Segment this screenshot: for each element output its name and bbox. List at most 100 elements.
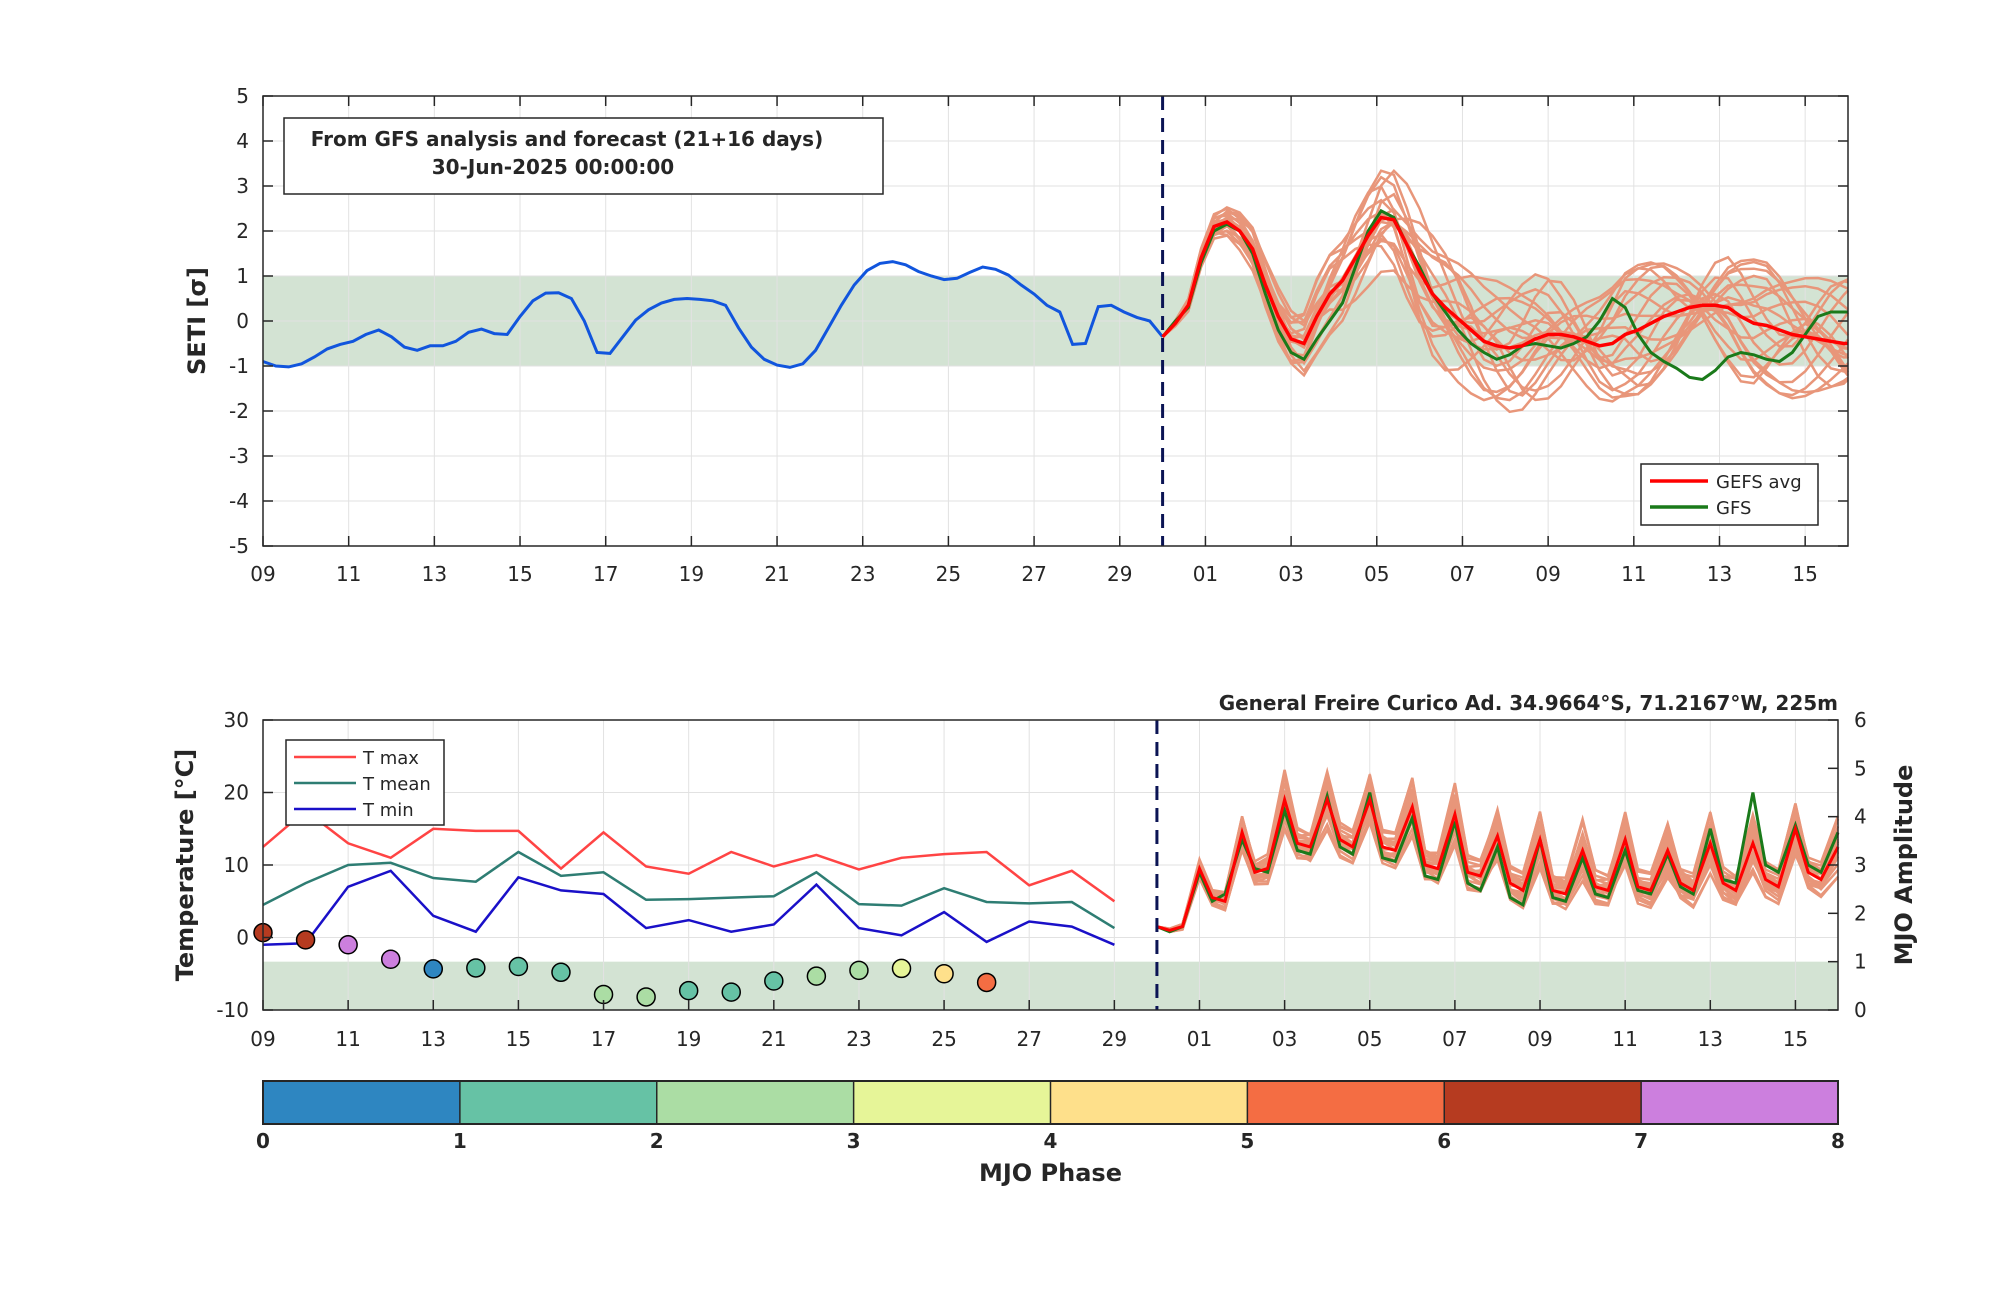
mjo-point — [466, 958, 486, 978]
mjo-amplitude-ticks: 6 5 4 3 2 1 0 — [1828, 708, 1867, 1022]
x-tick-label: 13 — [1698, 1027, 1723, 1051]
colorbar-cells — [263, 1081, 1839, 1124]
mjo-point — [551, 962, 571, 983]
forecast-gefs-avg-line — [1156, 794, 1840, 932]
colorbar-tick-label: 1 — [453, 1129, 467, 1153]
colorbar-cell — [1050, 1081, 1248, 1124]
x-tick-label: 05 — [1364, 562, 1389, 586]
x-tick-label: 13 — [1707, 562, 1732, 586]
x-tick-label: 09 — [1535, 562, 1560, 586]
x-tick-label: 25 — [936, 562, 961, 586]
gefs-member-line — [1161, 184, 1849, 402]
legend-tmin-label: T min — [362, 800, 414, 821]
colorbar-cell — [1444, 1081, 1642, 1124]
mjo-point — [976, 972, 997, 993]
x-tick-label: 15 — [507, 562, 532, 586]
gfs-line — [1161, 208, 1848, 382]
colorbar-cell — [853, 1081, 1051, 1124]
gefs-avg-line — [1161, 215, 1848, 350]
x-tick-label: 07 — [1450, 562, 1475, 586]
colorbar-tick-label: 3 — [847, 1129, 861, 1153]
x-tick-label: 09 — [1527, 1027, 1552, 1051]
x-tick-label: 09 — [250, 562, 275, 586]
y-tick-label: -4 — [229, 489, 249, 513]
temperature-y-ticks: 30 20 10 0 -10 — [216, 708, 273, 1022]
y-tick-label: 30 — [224, 708, 249, 732]
mjo-point — [380, 949, 401, 969]
mjo-points — [253, 922, 997, 1007]
legend-tmax-label: T max — [362, 748, 419, 769]
colorbar-tick-label: 8 — [1831, 1129, 1845, 1153]
colorbar-tick-label: 7 — [1634, 1129, 1648, 1153]
tmax-line — [262, 808, 1116, 903]
mjo-point — [849, 960, 869, 981]
info-box: From GFS analysis and forecast (21+16 da… — [283, 117, 884, 195]
y-tick-label: 2 — [236, 219, 249, 243]
legend-gefs-avg-label: GEFS avg — [1716, 472, 1802, 493]
y-tick-label: 0 — [236, 926, 249, 950]
seti-y-ticks: 5 4 3 2 1 0 -1 -2 -3 -4 -5 — [229, 84, 1848, 558]
y-tick-label: 0 — [236, 309, 249, 333]
mjo-point — [764, 971, 784, 991]
legend-gfs-label: GFS — [1716, 498, 1751, 519]
analysis-line — [262, 260, 1164, 369]
x-tick-label: 27 — [1016, 1027, 1041, 1051]
forecast-member-line — [1156, 782, 1840, 934]
mjo-point — [423, 959, 444, 979]
gefs-member-line — [1161, 221, 1850, 374]
x-tick-label: 03 — [1272, 1027, 1297, 1051]
mjo-point — [721, 982, 741, 1002]
x-tick-label: 01 — [1193, 562, 1218, 586]
x-tick-label: 19 — [676, 1027, 701, 1051]
colorbar-tick-label: 0 — [256, 1129, 270, 1153]
x-tick-label: 23 — [850, 562, 875, 586]
mjo-point — [678, 980, 699, 1001]
gefs-member-line — [1161, 216, 1849, 414]
mjo-weak-band — [263, 961, 1838, 1010]
x-tick-label: 11 — [1621, 562, 1646, 586]
x-tick-label: 29 — [1107, 562, 1132, 586]
y2-tick-label: 6 — [1854, 708, 1867, 732]
station-title: General Freire Curico Ad. 34.9664°S, 71.… — [1219, 691, 1838, 715]
y-tick-label: -10 — [216, 998, 249, 1022]
x-tick-label: 27 — [1021, 562, 1046, 586]
colorbar-ticks: 0 1 2 3 4 5 6 7 8 — [256, 1081, 1845, 1153]
temperature-y-axis-label: Temperature [°C] — [171, 749, 199, 982]
colorbar-tick-label: 5 — [1240, 1129, 1254, 1153]
x-tick-label: 29 — [1102, 1027, 1127, 1051]
colorbar-tick-label: 2 — [650, 1129, 664, 1153]
x-tick-label: 19 — [679, 562, 704, 586]
mjo-point — [891, 958, 912, 979]
tmin-line — [262, 869, 1115, 947]
x-tick-label: 13 — [421, 1027, 446, 1051]
mjo-point — [806, 966, 827, 986]
y-tick-label: 10 — [224, 853, 249, 877]
colorbar-tick-label: 6 — [1437, 1129, 1451, 1153]
x-tick-label: 17 — [591, 1027, 616, 1051]
x-tick-label: 05 — [1357, 1027, 1382, 1051]
mjo-amplitude-axis-label: MJO Amplitude — [1890, 765, 1918, 966]
colorbar-cell — [1641, 1081, 1839, 1124]
temperature-legend: T max T mean T min — [285, 739, 445, 826]
gefs-member-line — [1161, 192, 1849, 379]
x-tick-label: 11 — [336, 562, 361, 586]
x-tick-label: 03 — [1278, 562, 1303, 586]
x-tick-label: 15 — [1792, 562, 1817, 586]
y-tick-label: 3 — [236, 174, 249, 198]
y2-tick-label: 1 — [1854, 950, 1867, 974]
colorbar-label: MJO Phase — [979, 1159, 1122, 1187]
seti-y-axis-label: SETI [σ] — [183, 267, 211, 375]
mjo-point — [295, 930, 316, 950]
colorbar-cell — [656, 1081, 855, 1124]
y-tick-label: -5 — [229, 534, 249, 558]
x-tick-label: 01 — [1187, 1027, 1212, 1051]
mjo-point — [636, 987, 656, 1007]
y-tick-label: 20 — [224, 781, 249, 805]
x-tick-label: 25 — [931, 1027, 956, 1051]
colorbar-cell — [263, 1081, 461, 1124]
x-tick-label: 09 — [250, 1027, 275, 1051]
y2-tick-label: 4 — [1854, 805, 1867, 829]
y-tick-label: 1 — [236, 264, 249, 288]
